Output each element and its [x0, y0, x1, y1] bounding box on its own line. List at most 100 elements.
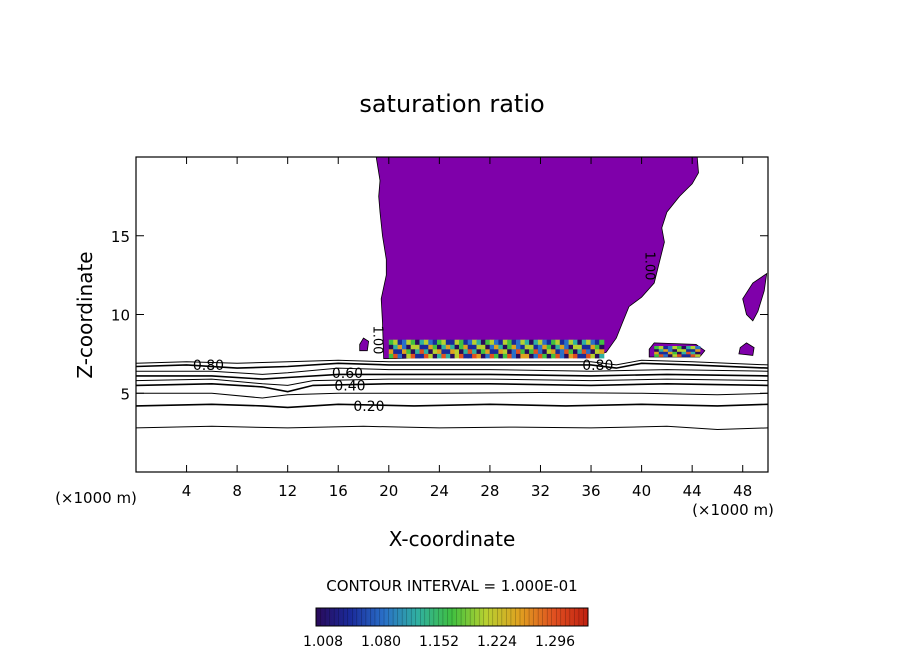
x-tick-label: 12 [278, 482, 297, 500]
band-cell [654, 351, 660, 355]
x-axis-label: X-coordinate [389, 527, 516, 551]
band-cell [524, 348, 530, 354]
x-tick-label: 8 [232, 482, 242, 500]
band-cell [423, 353, 429, 359]
band-cell [428, 348, 434, 354]
band-cell [573, 348, 578, 354]
band-cell [658, 348, 664, 352]
contour-line [136, 403, 768, 409]
x-tick-label: 4 [182, 482, 192, 500]
band-cell [524, 353, 530, 359]
band-cell [564, 344, 570, 350]
band-cell [463, 353, 469, 359]
band-cell [419, 353, 425, 359]
band-cell [551, 344, 557, 350]
band-cell [681, 348, 687, 352]
band-cell [494, 339, 499, 345]
band-cell [551, 339, 557, 345]
band-cell [498, 339, 504, 345]
band-cell [529, 344, 535, 350]
band-cell [568, 339, 574, 345]
band-cell [695, 353, 701, 357]
band-cell [559, 344, 565, 350]
band-cell [524, 339, 530, 345]
band-cell [480, 348, 486, 354]
band-cell [419, 348, 425, 354]
contour-label: 0.20 [353, 399, 384, 415]
contour-line [136, 373, 768, 380]
contour-line [136, 367, 768, 375]
band-cell [415, 344, 421, 350]
band-cell [441, 344, 447, 350]
band-cell [520, 339, 526, 345]
band-cell [402, 348, 407, 354]
band-cell [472, 348, 478, 354]
band-cell [498, 348, 504, 354]
band-cell [599, 353, 605, 359]
band-cell [454, 344, 460, 350]
band-cell [663, 351, 669, 355]
band-cell [533, 348, 539, 354]
band-cell [537, 344, 543, 350]
band-cell [663, 346, 669, 350]
band-cell [432, 339, 438, 345]
band-cell [533, 353, 539, 359]
band-cell [393, 353, 399, 359]
band-cell [599, 348, 605, 354]
band-cell [450, 344, 456, 350]
band-cell [577, 339, 583, 345]
band-cell [586, 348, 592, 354]
band-cell [419, 344, 425, 350]
band-cell [690, 351, 696, 355]
band-cell [502, 339, 508, 345]
band-cell [494, 353, 499, 359]
band-cell [454, 348, 460, 354]
colorbar-ticks: 1.008 1.080 1.152 1.224 1.296 [303, 608, 589, 650]
band-cell [529, 348, 535, 354]
band-cell [586, 339, 592, 345]
y-tick-label: 10 [111, 307, 130, 325]
band-cell [577, 348, 583, 354]
band-cell [681, 351, 687, 355]
x-tick-label: 32 [531, 482, 550, 500]
band-cell [594, 348, 600, 354]
band-cell [480, 344, 486, 350]
band-cell [555, 344, 561, 350]
band-cell [516, 339, 521, 345]
band-cell [507, 344, 513, 350]
band-cell [406, 353, 412, 359]
band-cell [437, 353, 442, 359]
band-cell [681, 346, 687, 350]
band-cell [564, 348, 570, 354]
contour-label: 1.00 [370, 326, 385, 355]
band-cell [672, 351, 678, 355]
band-cell [677, 353, 683, 357]
contour-line [136, 362, 768, 369]
band-cell [663, 348, 669, 352]
band-cell [397, 348, 403, 354]
band-cell [599, 344, 605, 350]
band-cell [546, 339, 552, 345]
band-cell [511, 348, 517, 354]
contour-label: 0.40 [334, 378, 365, 394]
band-cell [581, 353, 587, 359]
band-cell [410, 344, 416, 350]
y-axis-label: Z-coordinate [73, 251, 97, 378]
band-cell [423, 344, 429, 350]
band-cell [445, 348, 451, 354]
band-cell [467, 339, 473, 345]
band-cell [415, 348, 421, 354]
contour-label: 0.80 [582, 358, 613, 374]
band-cell [555, 348, 561, 354]
contour-line [136, 425, 768, 431]
band-cell [555, 353, 561, 359]
band-cell [415, 339, 421, 345]
band-cell [450, 339, 456, 345]
band-cell [564, 353, 570, 359]
band-cell [485, 353, 491, 359]
band-cell [516, 344, 521, 350]
band-cell [437, 348, 442, 354]
band-cell [581, 339, 587, 345]
band-cell [667, 346, 674, 350]
band-cell [594, 353, 600, 359]
